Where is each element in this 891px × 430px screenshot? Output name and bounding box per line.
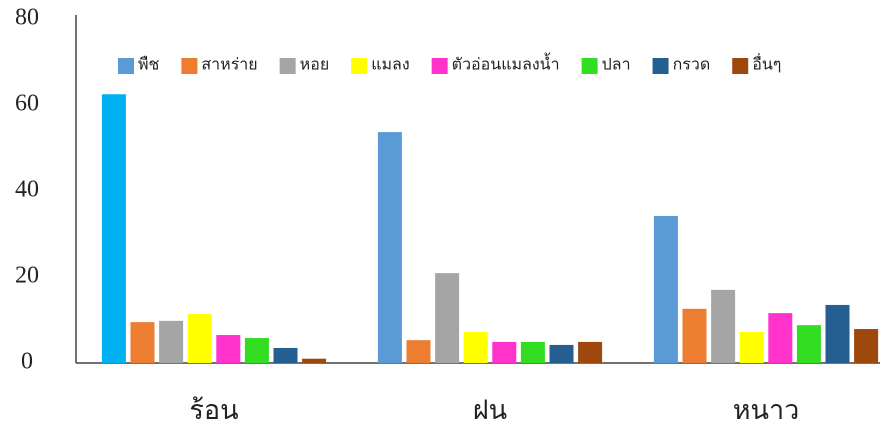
legend-swatch [652, 58, 669, 74]
bar [244, 338, 269, 363]
legend-label: ตัวอ่อนแมลงน้ำ [452, 53, 560, 74]
bar [653, 215, 678, 363]
legend-label: พืช [138, 56, 160, 74]
bar [520, 341, 545, 363]
legend-label: แมลง [371, 57, 409, 74]
bar [130, 322, 155, 363]
x-tick-label: ฝน [473, 395, 507, 425]
bar [682, 308, 707, 363]
bar [578, 341, 603, 363]
bar [768, 313, 793, 363]
bar [377, 132, 402, 363]
bar [739, 332, 764, 363]
bar [187, 313, 212, 363]
bar [463, 332, 488, 363]
legend-label: อื่นๆ [752, 53, 781, 74]
legend-swatch [181, 58, 198, 74]
bar [854, 329, 879, 363]
y-tick-label: 0 [21, 349, 33, 375]
legend-label: หอย [300, 57, 330, 74]
x-tick-label: ร้อน [189, 395, 238, 425]
y-tick-label: 20 [15, 263, 39, 289]
x-tick-label: หนาว [733, 395, 800, 425]
bar [406, 340, 431, 363]
bar [273, 347, 298, 363]
legend-label: สาหร่าย [201, 57, 257, 74]
legend-label: กรวด [673, 57, 711, 74]
bar [711, 289, 736, 363]
bar [492, 341, 517, 363]
legend-label: ปลา [602, 57, 631, 74]
bar [549, 344, 574, 363]
bar [302, 358, 327, 363]
bar [101, 94, 126, 363]
legend-swatch [351, 58, 368, 74]
bar [825, 304, 850, 363]
bar [435, 273, 460, 363]
y-tick-label: 40 [15, 177, 39, 203]
bar [796, 325, 821, 363]
legend-swatch [581, 58, 598, 74]
y-tick-label: 80 [15, 5, 39, 31]
bar [216, 335, 241, 363]
legend-swatch [279, 58, 296, 74]
y-tick-label: 60 [15, 91, 39, 117]
legend-swatch [118, 58, 134, 74]
legend-swatch [732, 58, 749, 74]
legend-swatch [431, 58, 448, 74]
bar [159, 320, 184, 363]
